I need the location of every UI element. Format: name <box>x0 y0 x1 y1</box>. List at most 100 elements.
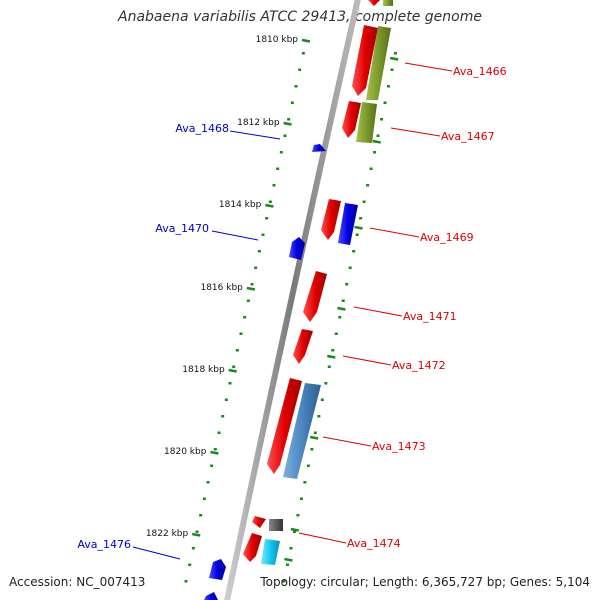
track-dot <box>387 85 391 88</box>
ruler-tick <box>301 38 311 43</box>
track-dot <box>369 167 373 170</box>
track-dot <box>352 250 356 253</box>
ruler-tick-label: 1816 kbp <box>200 283 243 293</box>
track-dash <box>290 527 300 532</box>
gene-label: Ava_1466 <box>453 65 507 78</box>
track-dot <box>257 250 261 253</box>
gene-arrow-ava-1468[interactable] <box>312 144 326 152</box>
gene-label: Ava_1474 <box>347 537 401 550</box>
track-dot <box>373 151 377 154</box>
track-dot <box>362 200 366 203</box>
track-dot <box>334 332 338 335</box>
track-dot <box>320 398 324 401</box>
gene-label: Ava_1468 <box>175 122 229 135</box>
track-dot <box>338 316 342 319</box>
map-title: Anabaena variabilis ATCC 29413, complete… <box>118 9 482 25</box>
track-dot <box>246 299 250 302</box>
ruler-tick <box>210 450 219 455</box>
track-dot <box>276 167 280 170</box>
track-dot <box>348 266 352 269</box>
gene-label: Ava_1469 <box>420 231 474 244</box>
track-dot <box>239 332 243 335</box>
track-dot <box>296 514 300 517</box>
ruler-tick-label: 1814 kbp <box>219 200 262 210</box>
gene-arrow-ava-1470[interactable] <box>289 237 305 260</box>
track-dot <box>282 580 286 583</box>
track-dash <box>372 139 381 144</box>
track-dot <box>324 382 328 385</box>
ruler-tick-label: 1812 kbp <box>237 118 280 128</box>
track-dot <box>210 464 214 467</box>
track-dot <box>235 349 239 352</box>
track-dot <box>272 184 276 187</box>
ruler-tick-label: 1822 kbp <box>146 529 189 539</box>
track-dot <box>279 151 283 154</box>
gene-arrow-ava-1466[interactable] <box>352 0 393 100</box>
track-dot <box>228 382 232 385</box>
track-dot <box>366 184 370 187</box>
track-dash <box>337 306 346 311</box>
track-dot <box>261 233 265 236</box>
track-dot <box>393 52 397 55</box>
track-dot <box>191 547 195 550</box>
track-dot <box>331 349 335 352</box>
track-dot <box>250 283 254 286</box>
ruler-tick <box>265 203 274 208</box>
track-dot <box>303 481 307 484</box>
track-dots <box>184 52 399 583</box>
track-dash <box>389 56 399 61</box>
gene-labels: Ava_1466 Ava_1467 Ava_1468 Ava_1469 Ava_… <box>77 65 506 551</box>
genome-backbone <box>224 0 361 600</box>
track-dot <box>213 448 217 451</box>
track-dot <box>299 497 303 500</box>
track-dot <box>341 299 345 302</box>
track-dot <box>265 217 269 220</box>
track-dash <box>354 225 363 230</box>
track-dot <box>290 101 294 104</box>
gene-arrow-ava-1467[interactable] <box>342 101 377 143</box>
gene-arrow-ava-1471[interactable] <box>303 271 327 322</box>
gene-arrow-ava-1474[interactable] <box>243 516 283 565</box>
track-dash <box>284 557 293 562</box>
track-dot <box>345 283 349 286</box>
track-dot <box>359 217 363 220</box>
track-dot <box>383 101 387 104</box>
track-dot <box>195 530 199 533</box>
ruler-tick-label: 1818 kbp <box>182 365 225 375</box>
gene-arrow-ava-1473[interactable] <box>267 378 321 479</box>
ruler-tick-label: 1820 kbp <box>164 447 207 457</box>
track-dot <box>289 547 293 550</box>
track-dot <box>224 398 228 401</box>
gene-arrow-ava-1469[interactable] <box>321 199 358 245</box>
gene-features <box>204 0 393 600</box>
track-dot <box>376 134 380 137</box>
track-dot <box>301 52 305 55</box>
gene-arrow-ava-1472[interactable] <box>293 329 313 364</box>
gene-label: Ava_1470 <box>155 222 209 235</box>
track-dot <box>254 266 258 269</box>
genome-summary: Topology: circular; Length: 6,365,727 bp… <box>260 575 590 589</box>
gene-label: Ava_1473 <box>372 440 426 453</box>
track-dash <box>327 354 336 359</box>
track-dot <box>390 68 394 71</box>
label-leaders <box>132 62 453 560</box>
track-dash <box>309 435 319 440</box>
ruler-tick <box>283 121 292 126</box>
track-dot <box>310 448 314 451</box>
track-dot <box>184 580 188 583</box>
track-dot <box>202 497 206 500</box>
ruler-tick <box>246 286 256 291</box>
track-dot <box>283 134 287 137</box>
track-dot <box>232 365 236 368</box>
track-dot <box>292 530 296 533</box>
track-dot <box>317 415 321 418</box>
track-dot <box>298 68 302 71</box>
track-dot <box>380 118 384 121</box>
position-ruler: 1810 kbp 1812 kbp 1814 kbp 1816 kbp 1818 kbp… <box>146 35 311 539</box>
track-dot <box>313 431 317 434</box>
track-dot <box>268 200 272 203</box>
gene-arrow-ava-1476[interactable] <box>204 559 226 600</box>
track-dot <box>306 464 310 467</box>
track-dot <box>287 118 291 121</box>
